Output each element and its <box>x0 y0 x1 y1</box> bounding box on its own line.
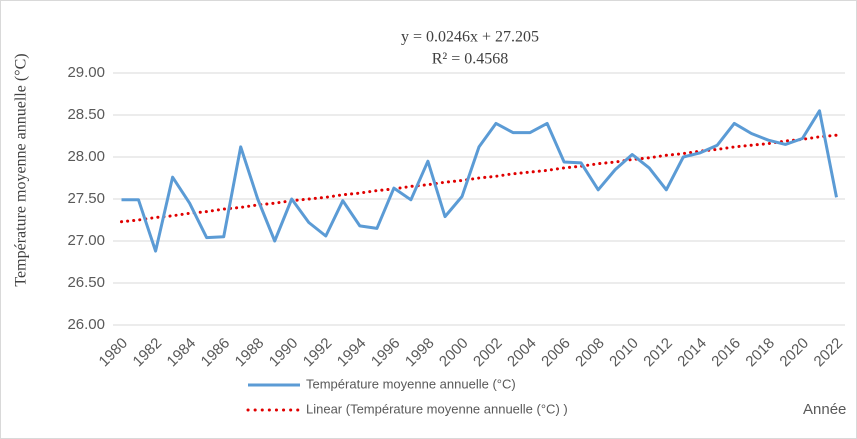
y-tick-label: 28.00 <box>67 148 105 165</box>
y-tick-label: 26.00 <box>67 316 105 333</box>
trend-line <box>120 133 838 224</box>
trend-r2: R² = 0.4568 <box>432 51 509 68</box>
trend-equation: y = 0.0246x + 27.205 <box>401 29 539 46</box>
y-tick-label: 28.50 <box>67 106 105 123</box>
x-axis-label: Année <box>803 401 846 418</box>
y-tick-label: 27.50 <box>67 190 105 207</box>
y-axis-label: Température moyenne annuelle (°C) <box>13 53 30 286</box>
y-tick-label: 29.00 <box>67 64 105 81</box>
legend-label: Linear (Température moyenne annuelle (°C… <box>306 401 568 416</box>
y-tick-label: 27.00 <box>67 232 105 249</box>
legend-label: Température moyenne annuelle (°C) <box>306 376 516 391</box>
y-tick-label: 26.50 <box>67 274 105 291</box>
data-line <box>121 109 838 253</box>
